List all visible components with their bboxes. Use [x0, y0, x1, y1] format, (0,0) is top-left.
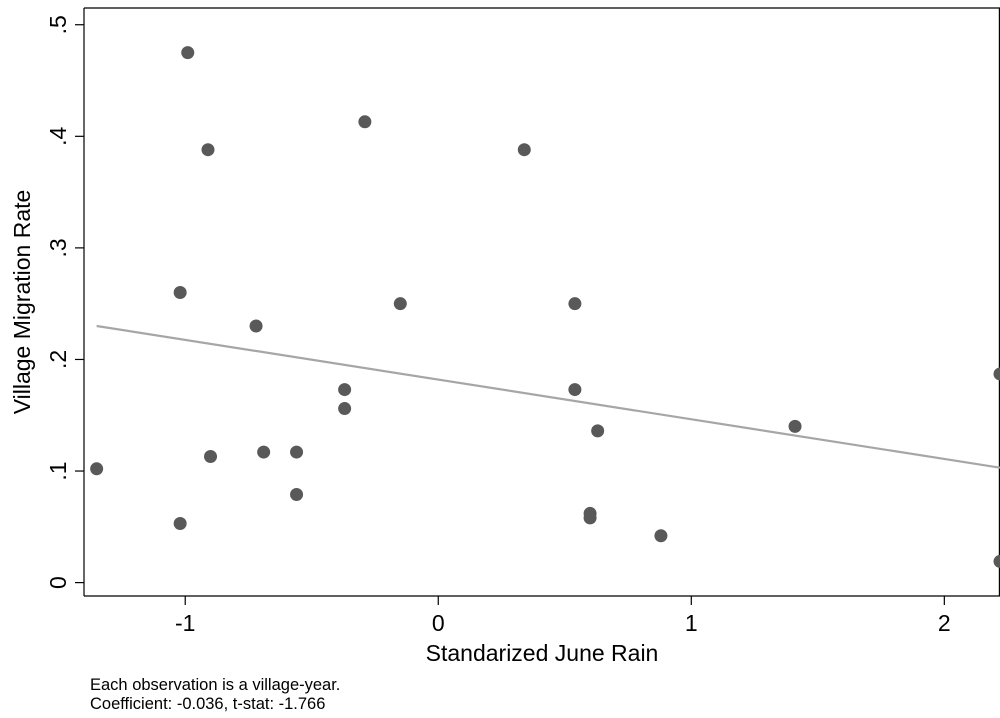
data-point-17 [568, 383, 582, 397]
plot-area [84, 7, 1000, 596]
data-point-23 [993, 367, 1000, 381]
y-axis: 0 .1 .2 .3 .4 .5 [45, 8, 85, 596]
x-tick-label: 0 [432, 610, 445, 636]
y-tick-label: .2 [45, 350, 71, 369]
y-tick-label: .1 [45, 461, 71, 480]
data-points [90, 46, 1000, 568]
x-tick-label: -1 [175, 610, 195, 636]
data-point-16 [568, 297, 582, 311]
data-point-21 [654, 529, 668, 543]
data-point-12 [338, 402, 352, 416]
fit-line [96, 324, 1000, 469]
y-tick-label: .4 [45, 127, 71, 146]
data-point-5 [201, 143, 215, 157]
data-point-6 [204, 450, 218, 464]
scatter-chart: 0.1.2.3.4.5 -1 0 1 2 Standarized June Rain … [9, 7, 1000, 666]
data-point-3 [173, 286, 187, 300]
data-point-2 [173, 516, 187, 530]
y-tick-label: .5 [45, 15, 71, 34]
x-tick-label: 1 [685, 610, 698, 636]
data-point-7 [249, 319, 263, 333]
data-point-15 [517, 143, 531, 157]
data-point-20 [591, 424, 605, 438]
y-axis-title: Village Migration Rate [9, 190, 35, 415]
data-point-19 [583, 511, 597, 525]
x-axis-title: Standarized June Rain [426, 640, 659, 666]
data-point-13 [358, 115, 372, 129]
x-axis: -1 0 1 2 [84, 595, 1000, 636]
note-coefficient: Coefficient: -0.036, t-stat: -1.766 [90, 695, 326, 713]
data-point-1 [90, 462, 104, 476]
y-tick-label: 0 [45, 576, 71, 589]
data-point-4 [181, 46, 195, 60]
data-point-9 [290, 445, 304, 459]
data-point-22 [788, 419, 802, 433]
x-tick-label: 2 [938, 610, 951, 636]
data-point-24 [993, 554, 1000, 568]
y-tick-label: .3 [45, 238, 71, 257]
data-point-10 [290, 487, 304, 501]
fit-line-layer [96, 324, 1000, 469]
data-point-14 [393, 297, 407, 311]
data-point-8 [257, 445, 271, 459]
note-observation: Each observation is a village-year. [90, 676, 341, 694]
data-point-11 [338, 383, 352, 397]
